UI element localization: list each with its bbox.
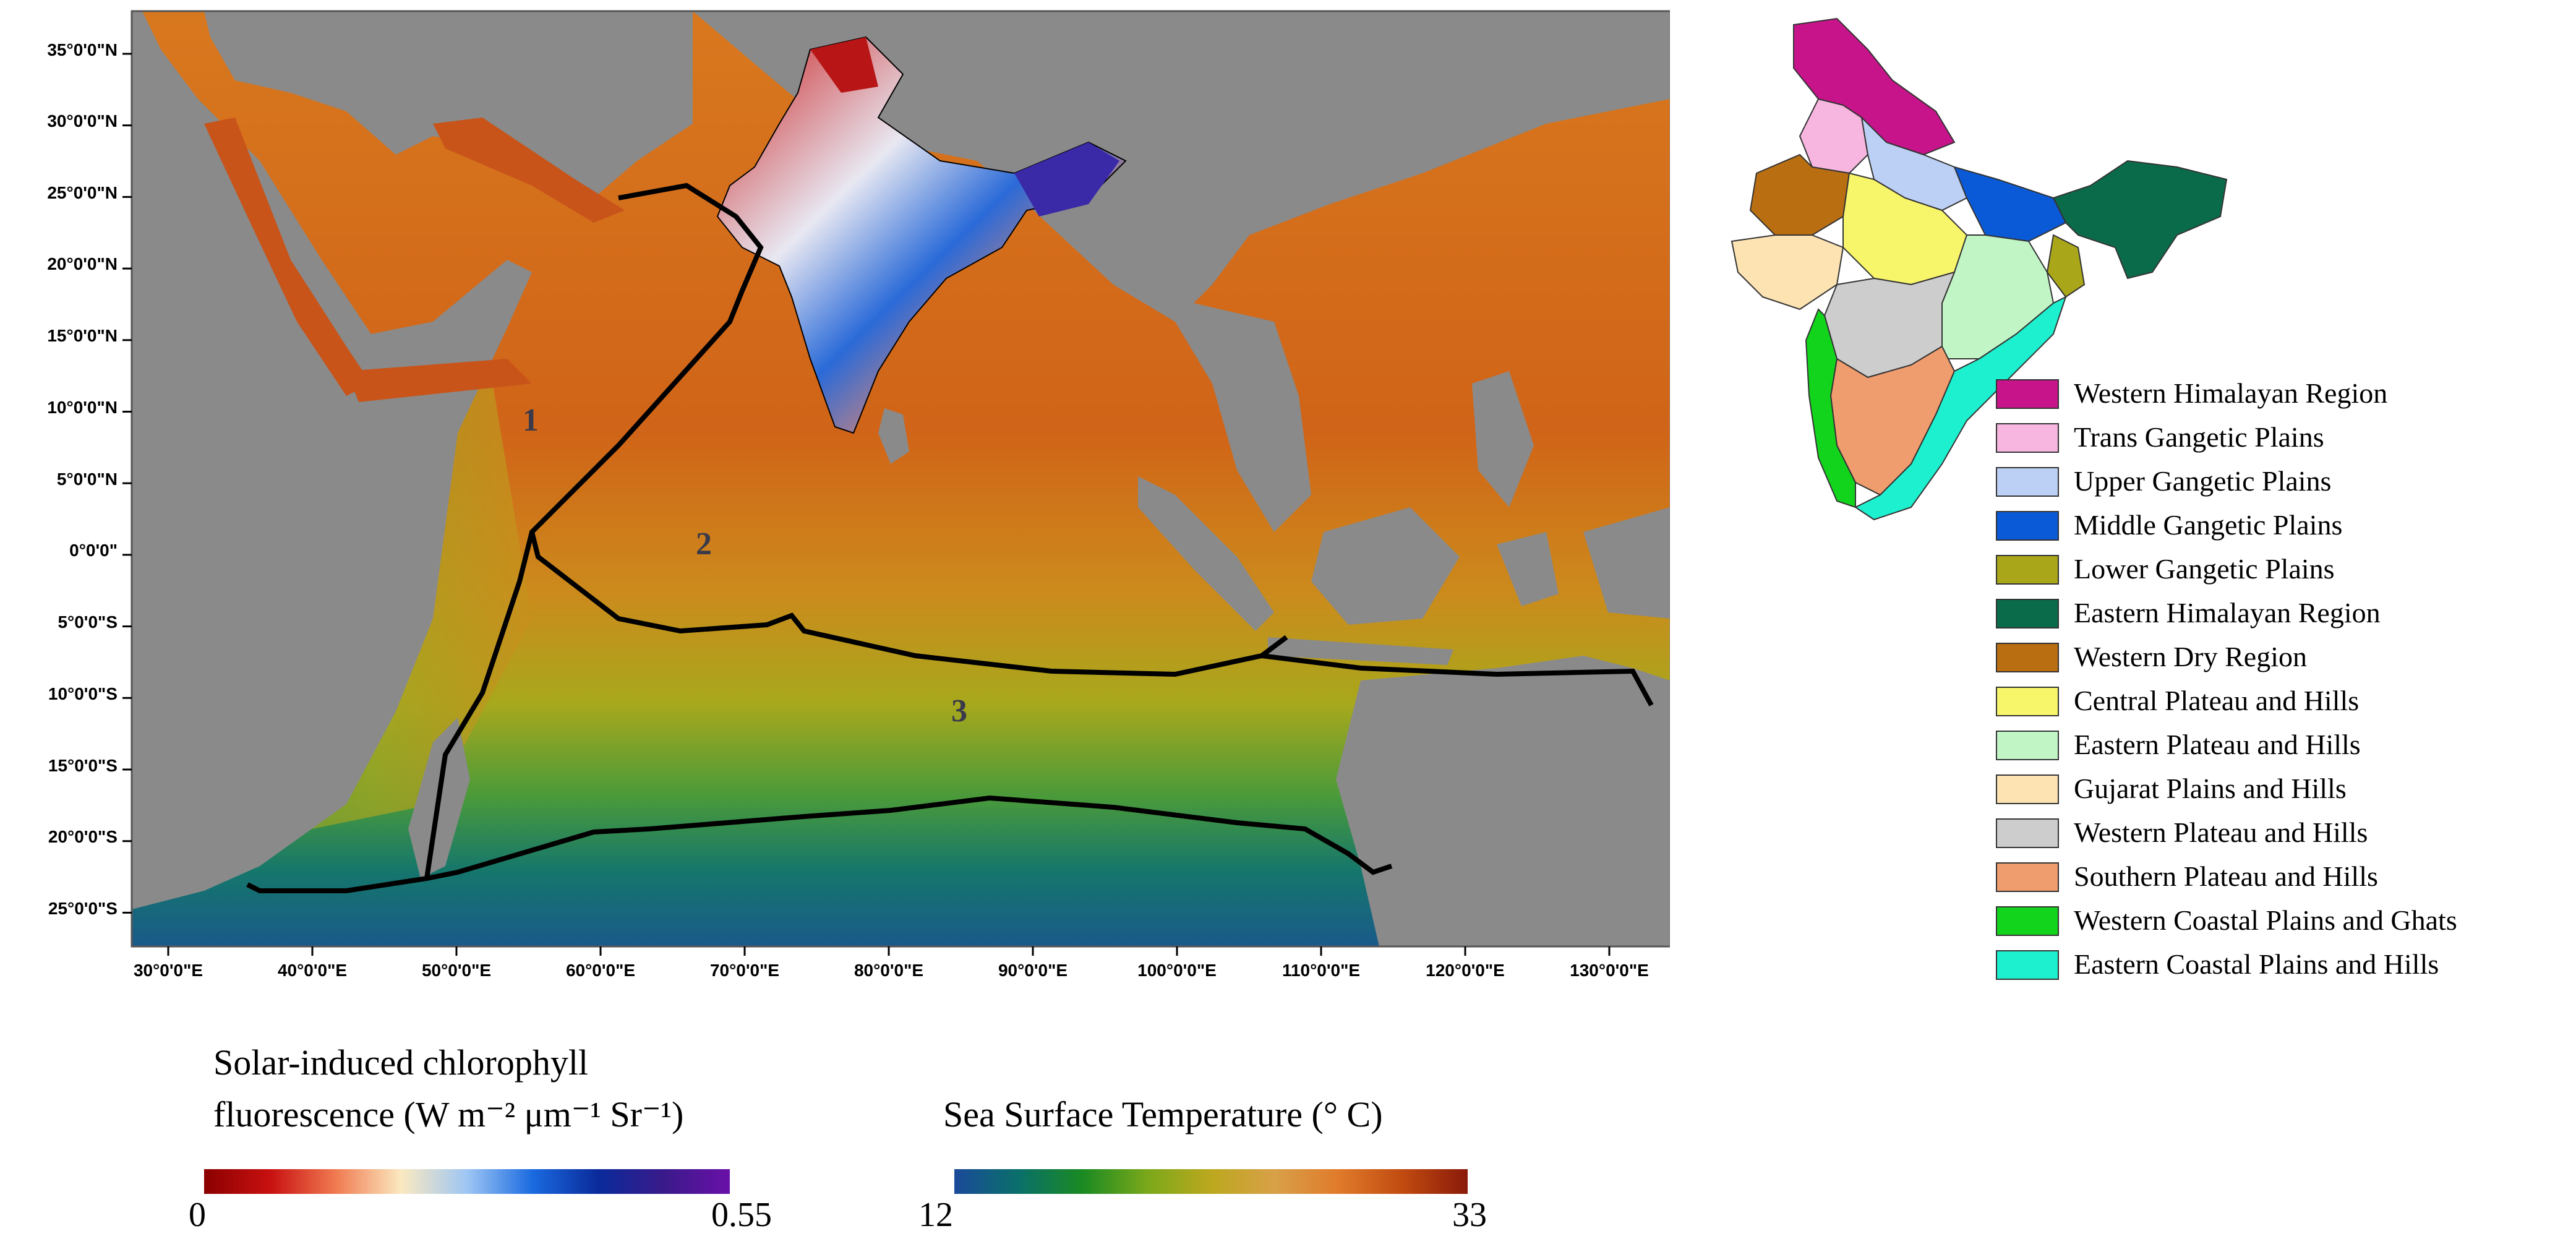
sif-colorbar-max: 0.55 [711, 1196, 772, 1234]
legend-swatch [1996, 467, 2059, 497]
lon-label: 40°0'0"E [277, 961, 348, 980]
legend-swatch [1996, 731, 2059, 760]
legend-swatch [1996, 555, 2059, 585]
lat-label: 10°0'0"N [47, 398, 118, 417]
sif-colorbar-min: 0 [189, 1196, 206, 1234]
lat-label: 25°0'0"S [48, 899, 118, 918]
legend-swatch [1996, 950, 2059, 980]
region-3-boundary [426, 653, 1654, 881]
region-boundaries [246, 182, 1654, 893]
zone-eastern-himalayan [2052, 160, 2228, 280]
lon-label: 110°0'0"E [1282, 961, 1361, 980]
gulf-of-aden [346, 359, 532, 402]
zone-middle-gangetic [1953, 166, 2067, 242]
legend-swatch [1996, 599, 2059, 628]
legend-label: Eastern Coastal Plains and Hills [2074, 948, 2439, 980]
region-number-1: 1 [523, 403, 539, 438]
region-number-3: 3 [951, 693, 967, 729]
sif-colorbar-title-line1: Solar-induced chlorophyll [213, 1042, 589, 1083]
zone-western-coastal [1805, 308, 1856, 508]
sif-colorbar-title-line2: fluorescence (W m⁻² μm⁻¹ Sr⁻¹) [213, 1094, 684, 1135]
lon-label: 100°0'0"E [1137, 961, 1217, 980]
legend-label: Lower Gangetic Plains [2074, 553, 2335, 585]
lon-label: 30°0'0"E [133, 961, 203, 980]
zone-eastern-coastal [1854, 296, 2067, 521]
lon-label: 60°0'0"E [565, 961, 636, 980]
india-zones-inset-map [1731, 17, 2228, 521]
legend-swatch [1996, 862, 2059, 892]
legend-label: Western Himalayan Region [2074, 377, 2388, 409]
lat-label: 20°0'0"N [47, 254, 118, 273]
legend-swatch [1996, 379, 2059, 409]
lat-label: 20°0'0"S [48, 827, 118, 846]
sst-colorbar-title: Sea Surface Temperature (° C) [943, 1094, 1383, 1135]
land-masses [132, 11, 1670, 946]
lon-label: 70°0'0"E [709, 961, 780, 980]
legend-swatch [1996, 818, 2059, 848]
legend-label: Eastern Plateau and Hills [2074, 729, 2361, 760]
kashmir-red-patch [810, 37, 878, 93]
legend-swatch [1996, 687, 2059, 716]
sst-colorbar-max: 33 [1452, 1196, 1487, 1234]
lat-label: 5°0'0"S [58, 612, 118, 632]
sst-colorbar [954, 1169, 1468, 1194]
legend-label: Eastern Himalayan Region [2074, 597, 2381, 628]
lon-label: 80°0'0"E [854, 961, 924, 980]
red-sea [204, 118, 371, 396]
persian-gulf [433, 118, 625, 223]
sst-colorbar-min: 12 [918, 1196, 953, 1234]
lon-label: 90°0'0"E [998, 961, 1068, 980]
map-frame [131, 10, 1670, 948]
lat-label: 15°0'0"S [48, 756, 118, 775]
legend-label: Middle Gangetic Plains [2074, 509, 2343, 541]
legend-label: Western Plateau and Hills [2074, 817, 2368, 848]
lat-label: 30°0'0"N [47, 111, 118, 131]
lon-label: 130°0'0"E [1570, 961, 1649, 980]
zone-trans-gangetic [1799, 98, 1869, 174]
india-sif-map [716, 36, 1127, 434]
region-number-2: 2 [696, 526, 712, 562]
legend-label: Western Coastal Plains and Ghats [2074, 904, 2457, 936]
legend-label: Trans Gangetic Plains [2074, 421, 2324, 453]
sif-colorbar [204, 1169, 730, 1194]
legend-swatch [1996, 643, 2059, 672]
lat-label: 25°0'0"N [47, 183, 118, 202]
legend-swatch [1996, 511, 2059, 541]
legend-label: Gujarat Plains and Hills [2074, 773, 2347, 804]
northeast-india [1014, 142, 1119, 217]
zone-gujarat-plains [1731, 234, 1844, 311]
main-map [122, 10, 1670, 956]
lat-label: 0°0'0" [69, 541, 118, 560]
legend-swatch [1996, 906, 2059, 936]
region-2-boundary [529, 531, 1288, 677]
lat-label: 10°0'0"S [48, 684, 118, 703]
lat-label: 5°0'0"N [56, 470, 118, 489]
legend-label: Southern Plateau and Hills [2074, 860, 2378, 892]
tick-marks [122, 53, 1611, 956]
legend-swatch [1996, 423, 2059, 453]
lon-label: 120°0'0"E [1426, 961, 1505, 980]
lon-label: 50°0'0"E [421, 961, 492, 980]
legend-label: Upper Gangetic Plains [2074, 465, 2332, 497]
legend-label: Central Plateau and Hills [2074, 685, 2360, 716]
lat-label: 15°0'0"N [47, 326, 118, 345]
zone-lower-gangetic [2046, 234, 2086, 298]
legend-label: Western Dry Region [2074, 641, 2307, 672]
lat-label: 35°0'0"N [47, 40, 118, 59]
legend-swatch [1996, 774, 2059, 804]
